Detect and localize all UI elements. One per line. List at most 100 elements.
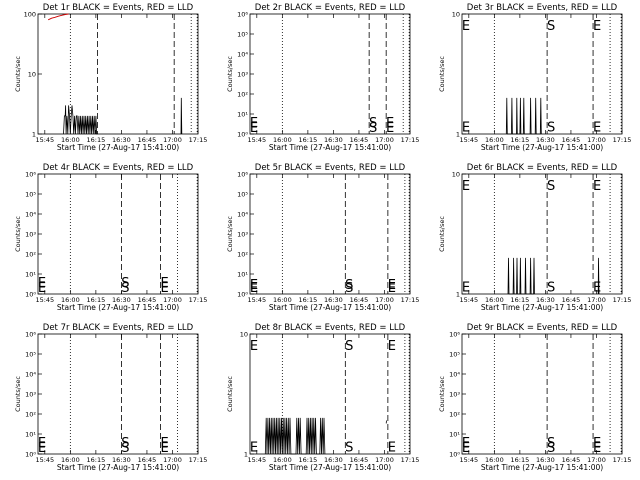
panel-det-7r: Det 7r BLACK = Events, RED = LLD 15:45 16:… — [14, 323, 207, 472]
start-mark: S — [547, 19, 555, 34]
plot-frame — [461, 173, 623, 295]
x-tick-label: 16:30 — [112, 136, 131, 144]
y-tick-label: 10⁵ — [25, 191, 36, 199]
end-mark: E — [386, 116, 394, 131]
y-tick-label: 10³ — [25, 391, 36, 399]
events-series — [505, 97, 542, 135]
end-mark: E — [388, 278, 396, 293]
y-tick-label: 10² — [25, 411, 36, 419]
y-tick-label: 10⁰ — [449, 451, 460, 459]
plot-frame — [461, 13, 623, 135]
x-tick-label: 16:30 — [112, 296, 131, 304]
y-tick-label: 10⁰ — [25, 451, 36, 459]
y-tick-label: 10⁴ — [25, 371, 36, 379]
plot-frame — [37, 173, 199, 295]
y-axis-label: Counts/sec — [14, 376, 22, 412]
x-tick-label: 17:15 — [189, 456, 208, 464]
end-mark: E — [593, 441, 601, 456]
y-tick-label: 10¹ — [237, 111, 248, 119]
x-tick-label: 16:30 — [536, 296, 555, 304]
end-mark: E — [160, 436, 168, 451]
left-end-mark: E — [462, 120, 470, 135]
left-end-mark: E — [38, 281, 46, 296]
x-tick-label: 15:45 — [459, 456, 478, 464]
y-tick-label: 10³ — [237, 71, 248, 79]
y-tick-label: 10⁵ — [237, 31, 248, 39]
x-tick-label: 16:45 — [138, 136, 157, 144]
start-mark: S — [121, 441, 129, 456]
x-tick-label: 15:45 — [247, 456, 266, 464]
left-end-mark: E — [38, 276, 46, 291]
panel-det-1r: Det 1r BLACK = Events, RED = LLD 15:45 16:… — [14, 3, 207, 152]
y-tick-label: 10⁰ — [237, 291, 248, 299]
panel-title: Det 9r BLACK = Events, RED = LLD — [467, 323, 618, 333]
y-tick-label: 10 — [452, 11, 460, 19]
x-axis-label: Start Time (27-Aug-17 15:41:00) — [57, 463, 179, 472]
start-mark: S — [547, 179, 555, 194]
start-mark: S — [121, 436, 129, 451]
x-tick-label: 16:45 — [562, 296, 581, 304]
y-axis-label: Counts/sec — [438, 376, 446, 412]
panel-title: Det 7r BLACK = Events, RED = LLD — [43, 323, 194, 333]
x-tick-label: 16:00 — [485, 456, 504, 464]
panel-title: Det 8r BLACK = Events, RED = LLD — [255, 323, 406, 333]
end-mark: E — [160, 276, 168, 291]
y-tick-label: 10⁵ — [237, 191, 248, 199]
x-tick-label: 16:30 — [536, 136, 555, 144]
y-tick-label: 1 — [244, 451, 248, 459]
x-tick-label: 16:00 — [61, 136, 80, 144]
start-mark: S — [547, 120, 555, 135]
y-tick-label: 10⁴ — [449, 371, 460, 379]
x-tick-label: 16:45 — [562, 456, 581, 464]
left-end-mark: E — [250, 339, 258, 354]
x-axis-label: Start Time (27-Aug-17 15:41:00) — [481, 143, 603, 152]
panel-title: Det 5r BLACK = Events, RED = LLD — [255, 163, 406, 173]
x-tick-label: 17:15 — [613, 296, 632, 304]
x-tick-label: 15:45 — [35, 456, 54, 464]
end-mark: E — [160, 281, 168, 296]
panel-det-3r: Det 3r BLACK = Events, RED = LLD 15:45 16:… — [438, 3, 631, 152]
panel-det-4r: Det 4r BLACK = Events, RED = LLD 15:45 16:… — [14, 163, 207, 312]
x-tick-label: 17:00 — [587, 296, 606, 304]
y-tick-label: 10⁴ — [237, 211, 248, 219]
x-tick-label: 16:30 — [324, 136, 343, 144]
x-tick-label: 17:00 — [375, 296, 394, 304]
x-tick-label: 16:45 — [350, 296, 369, 304]
start-mark: S — [345, 281, 353, 296]
x-tick-label: 16:00 — [273, 136, 292, 144]
x-axis-label: Start Time (27-Aug-17 15:41:00) — [57, 303, 179, 312]
y-tick-label: 10³ — [237, 231, 248, 239]
x-tick-label: 16:45 — [138, 296, 157, 304]
x-tick-label: 17:15 — [613, 136, 632, 144]
start-mark: S — [369, 121, 377, 136]
x-axis-label: Start Time (27-Aug-17 15:41:00) — [481, 303, 603, 312]
y-tick-label: 10⁶ — [449, 331, 460, 339]
y-axis-label: Counts/sec — [438, 56, 446, 92]
y-tick-label: 10² — [237, 251, 248, 259]
x-axis-label: Start Time (27-Aug-17 15:41:00) — [57, 143, 179, 152]
x-tick-label: 16:15 — [511, 296, 530, 304]
y-tick-label: 10⁶ — [25, 331, 36, 339]
panel-det-6r: Det 6r BLACK = Events, RED = LLD 15:45 16:… — [438, 163, 631, 312]
x-tick-label: 16:30 — [324, 296, 343, 304]
y-tick-label: 10⁶ — [25, 171, 36, 179]
x-tick-label: 16:15 — [299, 136, 318, 144]
x-tick-label: 16:15 — [87, 136, 106, 144]
events-series — [63, 105, 98, 135]
end-mark: E — [593, 436, 601, 451]
y-axis-label: Counts/sec — [226, 56, 234, 92]
y-tick-label: 1 — [456, 131, 460, 139]
x-axis-label: Start Time (27-Aug-17 15:41:00) — [481, 463, 603, 472]
x-tick-label: 16:15 — [299, 296, 318, 304]
y-tick-label: 10⁴ — [25, 211, 36, 219]
panel-title: Det 2r BLACK = Events, RED = LLD — [255, 3, 406, 13]
y-tick-label: 10⁰ — [25, 291, 36, 299]
x-tick-label: 17:15 — [401, 136, 420, 144]
y-axis-label: Counts/sec — [14, 216, 22, 252]
x-axis-label: Start Time (27-Aug-17 15:41:00) — [269, 303, 391, 312]
x-axis-label: Start Time (27-Aug-17 15:41:00) — [269, 143, 391, 152]
events-series-late — [597, 257, 600, 295]
x-tick-label: 16:45 — [350, 136, 369, 144]
plot-frame — [37, 333, 199, 455]
panel-title: Det 4r BLACK = Events, RED = LLD — [43, 163, 194, 173]
